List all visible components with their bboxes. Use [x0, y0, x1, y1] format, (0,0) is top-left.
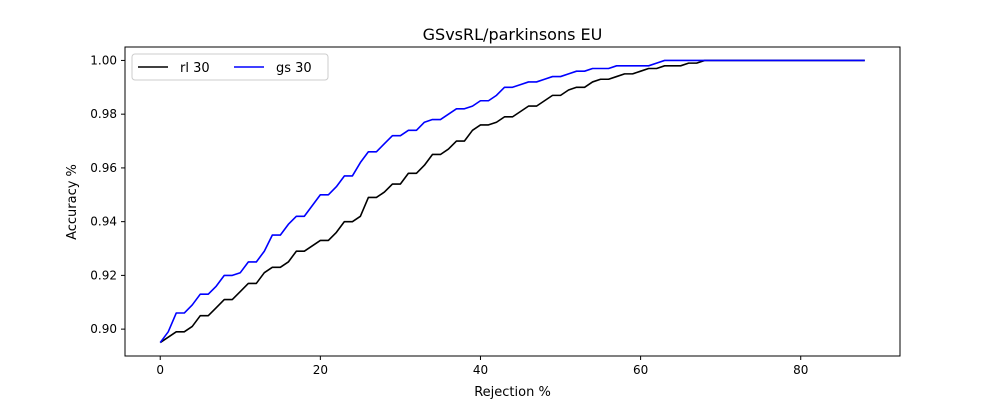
y-tick-label: 0.96	[90, 161, 117, 175]
y-tick-label: 0.98	[90, 107, 117, 121]
y-tick-label: 1.00	[90, 53, 117, 67]
y-tick-label: 0.90	[90, 322, 117, 336]
y-axis-title: Accuracy %	[65, 164, 80, 240]
series-line-gs-30	[159, 59, 865, 344]
x-tick-label: 80	[793, 363, 808, 377]
legend-label-rl-30: rl 30	[180, 61, 210, 76]
plot-area: 0 20 40 60 80 0.90 0.92 0.94 0.96 0.98 1.00 rl 30 gs…	[90, 46, 901, 377]
x-tick-label: 20	[313, 363, 328, 377]
y-tick-label: 0.94	[90, 215, 117, 229]
x-tick-label: 0	[156, 363, 164, 377]
x-tick-label: 60	[633, 363, 648, 377]
x-tick-label: 40	[473, 363, 488, 377]
x-axis-title: Rejection %	[474, 385, 551, 400]
y-tick-label: 0.92	[90, 268, 117, 282]
series-line-rl-30	[159, 59, 865, 344]
legend-box	[131, 53, 329, 81]
chart-title: GSvsRL/parkinsons EU	[423, 25, 603, 44]
legend-label-gs-30: gs 30	[276, 61, 312, 76]
plot-frame	[124, 46, 901, 357]
